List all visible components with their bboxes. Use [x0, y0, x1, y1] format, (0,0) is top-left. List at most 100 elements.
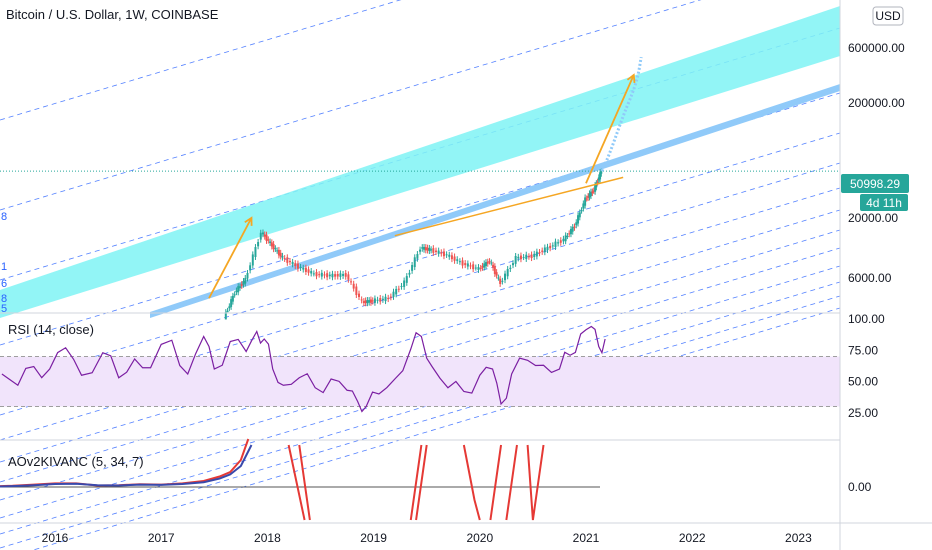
- ao-title: AOv2KIVANC (5, 34, 7): [8, 454, 144, 469]
- candle-body: [226, 310, 229, 313]
- candle-body: [592, 190, 595, 192]
- candle-body: [291, 261, 294, 265]
- candle-body: [320, 272, 323, 277]
- candle-body: [299, 266, 302, 269]
- candle-body: [387, 297, 390, 300]
- candle-body: [364, 300, 367, 304]
- y-tick-label: 20000.00: [848, 211, 898, 225]
- candle-body: [481, 265, 484, 268]
- candle-body: [432, 248, 435, 253]
- fib-level-label: 5: [1, 303, 7, 315]
- candle-body: [336, 274, 339, 277]
- candle-body: [326, 273, 329, 278]
- candle-body: [267, 239, 270, 241]
- candle-body: [582, 203, 585, 209]
- candle-body: [587, 196, 590, 198]
- currency-button[interactable]: USD: [872, 6, 904, 26]
- candle-body: [549, 245, 552, 249]
- x-tick-label: 2021: [573, 531, 600, 545]
- x-tick-label: 2016: [42, 531, 69, 545]
- candle-body: [599, 172, 602, 180]
- candle-body: [564, 235, 567, 242]
- rsi-tick-label: 50.00: [848, 375, 878, 389]
- candle-body: [405, 276, 408, 283]
- rsi-axis: 100.00 75.00 50.00 25.00: [848, 312, 885, 420]
- candle-body: [461, 260, 464, 266]
- candle-body: [469, 265, 472, 267]
- candle-body: [472, 264, 475, 270]
- candle-body: [328, 274, 331, 277]
- candle-body: [352, 283, 355, 289]
- x-tick-label: 2017: [148, 531, 175, 545]
- candle-body: [486, 261, 489, 264]
- candle-body: [569, 229, 572, 235]
- fib-level-label: 8: [1, 211, 7, 223]
- candle-body: [397, 288, 400, 290]
- candle-body: [488, 261, 491, 263]
- fib-level-label: 8: [1, 293, 7, 305]
- candle-body: [442, 251, 445, 257]
- candle-body: [376, 299, 379, 301]
- candle-body: [458, 261, 461, 263]
- candle-body: [350, 281, 353, 283]
- candle-body: [533, 253, 536, 257]
- candle-body: [573, 226, 576, 228]
- candle-body: [403, 280, 406, 287]
- y-tick-label: 6000.00: [848, 271, 892, 285]
- candle-body: [228, 306, 231, 309]
- candle-body: [334, 274, 337, 277]
- trend-arrow-head: [244, 216, 253, 226]
- candle-body: [495, 272, 498, 276]
- candle-body: [490, 262, 493, 264]
- candle-body: [506, 269, 509, 277]
- candle-body: [235, 290, 238, 293]
- candle-body: [315, 272, 318, 277]
- candle-body: [366, 300, 369, 304]
- candle-body: [479, 267, 482, 269]
- candle-body: [369, 299, 372, 303]
- rsi-pane[interactable]: RSI (14, close): [0, 312, 840, 413]
- candle-body: [379, 298, 382, 302]
- candle-body: [591, 191, 594, 194]
- candle-body: [281, 255, 284, 258]
- candle-body: [588, 193, 591, 198]
- projection-path: [600, 56, 643, 172]
- candle-body: [419, 249, 422, 252]
- time-axis[interactable]: 2016 2017 2018 2019 2020 2021 2022 2023: [42, 531, 812, 545]
- candle-body: [594, 184, 597, 192]
- price-axis[interactable]: 600000.00 200000.00 20000.00 6000.00: [848, 41, 905, 285]
- price-badge: 50998.29 4d 11h: [841, 174, 909, 211]
- candle-body: [347, 274, 350, 280]
- rsi-tick-label: 25.00: [848, 406, 878, 420]
- candle-body: [541, 250, 544, 252]
- candle-body: [274, 248, 277, 250]
- trend-arrow: [208, 217, 253, 299]
- candle-body: [456, 259, 459, 261]
- lower-channel-band: [150, 84, 840, 318]
- ao-pane[interactable]: AOv2KIVANC (5, 34, 7): [0, 438, 840, 521]
- candle-body: [554, 241, 557, 247]
- candle-body: [424, 247, 427, 251]
- candle-body: [474, 267, 477, 269]
- candle-body: [272, 243, 275, 250]
- price-badge-value: 50998.29: [850, 177, 900, 191]
- candle-body: [392, 291, 395, 297]
- candle-body: [423, 246, 426, 250]
- candle-body: [577, 215, 580, 224]
- rsi-tick-label: 100.00: [848, 312, 885, 326]
- candle-body: [551, 245, 554, 247]
- candle-body: [249, 265, 252, 271]
- candle-body: [357, 293, 360, 297]
- candle-body: [344, 273, 347, 277]
- candle-body: [504, 273, 507, 281]
- candle-body: [400, 285, 403, 287]
- candle-body: [323, 274, 326, 276]
- candle-body: [244, 277, 247, 284]
- rsi-tick-label: 75.00: [848, 343, 878, 357]
- candle-body: [600, 171, 603, 174]
- candle-body: [355, 286, 358, 296]
- candle-body: [265, 234, 268, 241]
- price-series: [224, 168, 603, 320]
